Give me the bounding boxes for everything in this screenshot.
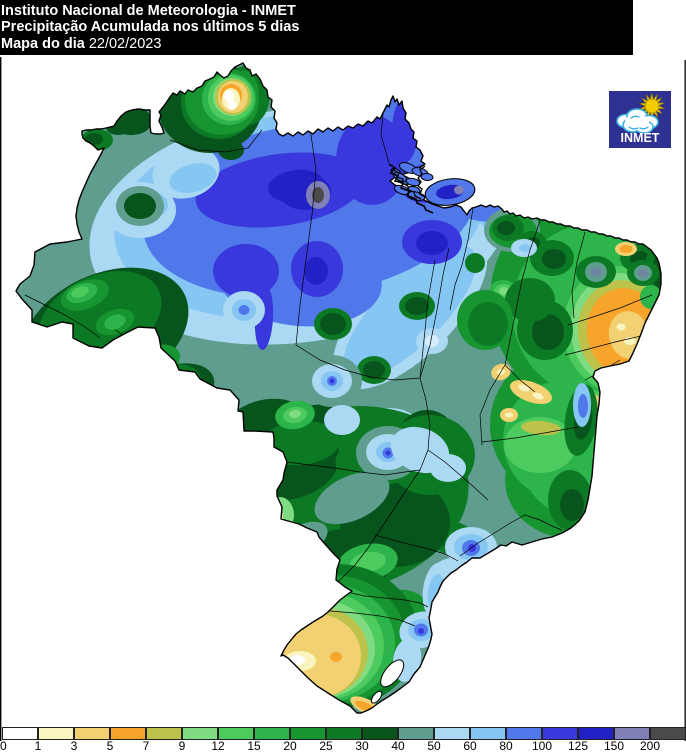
svg-text:INMET: INMET — [621, 131, 660, 145]
